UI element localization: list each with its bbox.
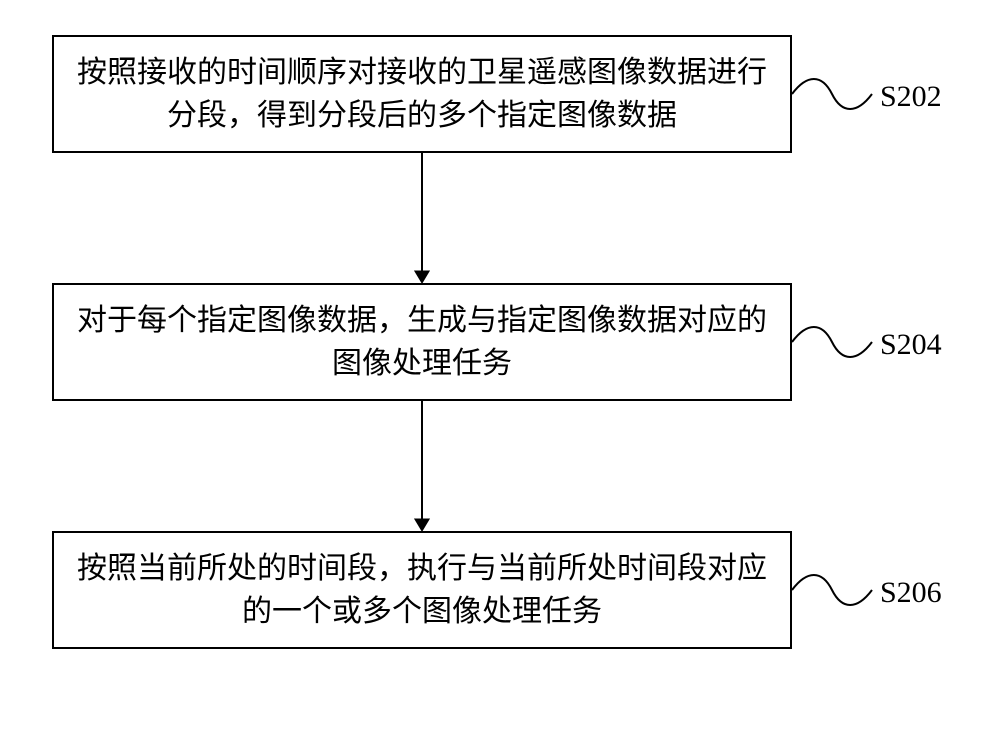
- flow-step-2-label: S204: [880, 328, 942, 362]
- flow-step-1: 按照接收的时间顺序对接收的卫星遥感图像数据进行分段，得到分段后的多个指定图像数据: [52, 35, 792, 153]
- flow-step-3: 按照当前所处的时间段，执行与当前所处时间段对应的一个或多个图像处理任务: [52, 531, 792, 649]
- flowchart-canvas: 按照接收的时间顺序对接收的卫星遥感图像数据进行分段，得到分段后的多个指定图像数据…: [0, 0, 1000, 745]
- flow-step-3-text: 按照当前所处的时间段，执行与当前所处时间段对应的一个或多个图像处理任务: [72, 547, 772, 634]
- flow-step-1-label: S202: [880, 80, 942, 114]
- flow-step-3-label: S206: [880, 576, 942, 610]
- flow-step-2-text: 对于每个指定图像数据，生成与指定图像数据对应的图像处理任务: [72, 299, 772, 386]
- flow-step-1-text: 按照接收的时间顺序对接收的卫星遥感图像数据进行分段，得到分段后的多个指定图像数据: [72, 51, 772, 138]
- flow-step-2: 对于每个指定图像数据，生成与指定图像数据对应的图像处理任务: [52, 283, 792, 401]
